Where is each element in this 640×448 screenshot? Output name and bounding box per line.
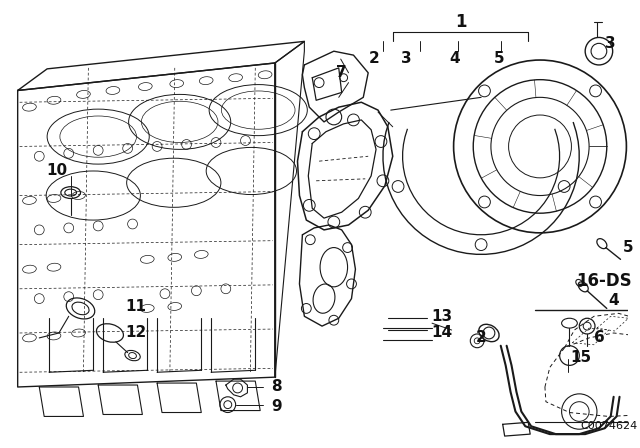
Text: 9: 9 xyxy=(271,399,282,414)
Text: 3: 3 xyxy=(401,51,412,65)
Text: 16-DS: 16-DS xyxy=(576,272,632,290)
Text: 3: 3 xyxy=(605,36,616,51)
Text: 11: 11 xyxy=(125,299,146,314)
Text: 12: 12 xyxy=(125,326,146,340)
Text: 10: 10 xyxy=(46,164,67,178)
Text: 2: 2 xyxy=(476,330,486,345)
Text: 4: 4 xyxy=(609,293,619,308)
Text: 15: 15 xyxy=(571,350,592,365)
Text: 5: 5 xyxy=(623,240,634,255)
Text: 4: 4 xyxy=(449,51,460,65)
Bar xyxy=(530,269,640,434)
Text: 8: 8 xyxy=(271,379,282,395)
Text: 7: 7 xyxy=(337,65,347,80)
Text: 13: 13 xyxy=(431,309,452,324)
Text: 5: 5 xyxy=(493,51,504,65)
Text: 6: 6 xyxy=(593,330,604,345)
Text: 14: 14 xyxy=(431,324,452,340)
Text: 2: 2 xyxy=(369,51,380,65)
Text: C0074624: C0074624 xyxy=(580,421,637,431)
Text: 1: 1 xyxy=(455,13,466,31)
